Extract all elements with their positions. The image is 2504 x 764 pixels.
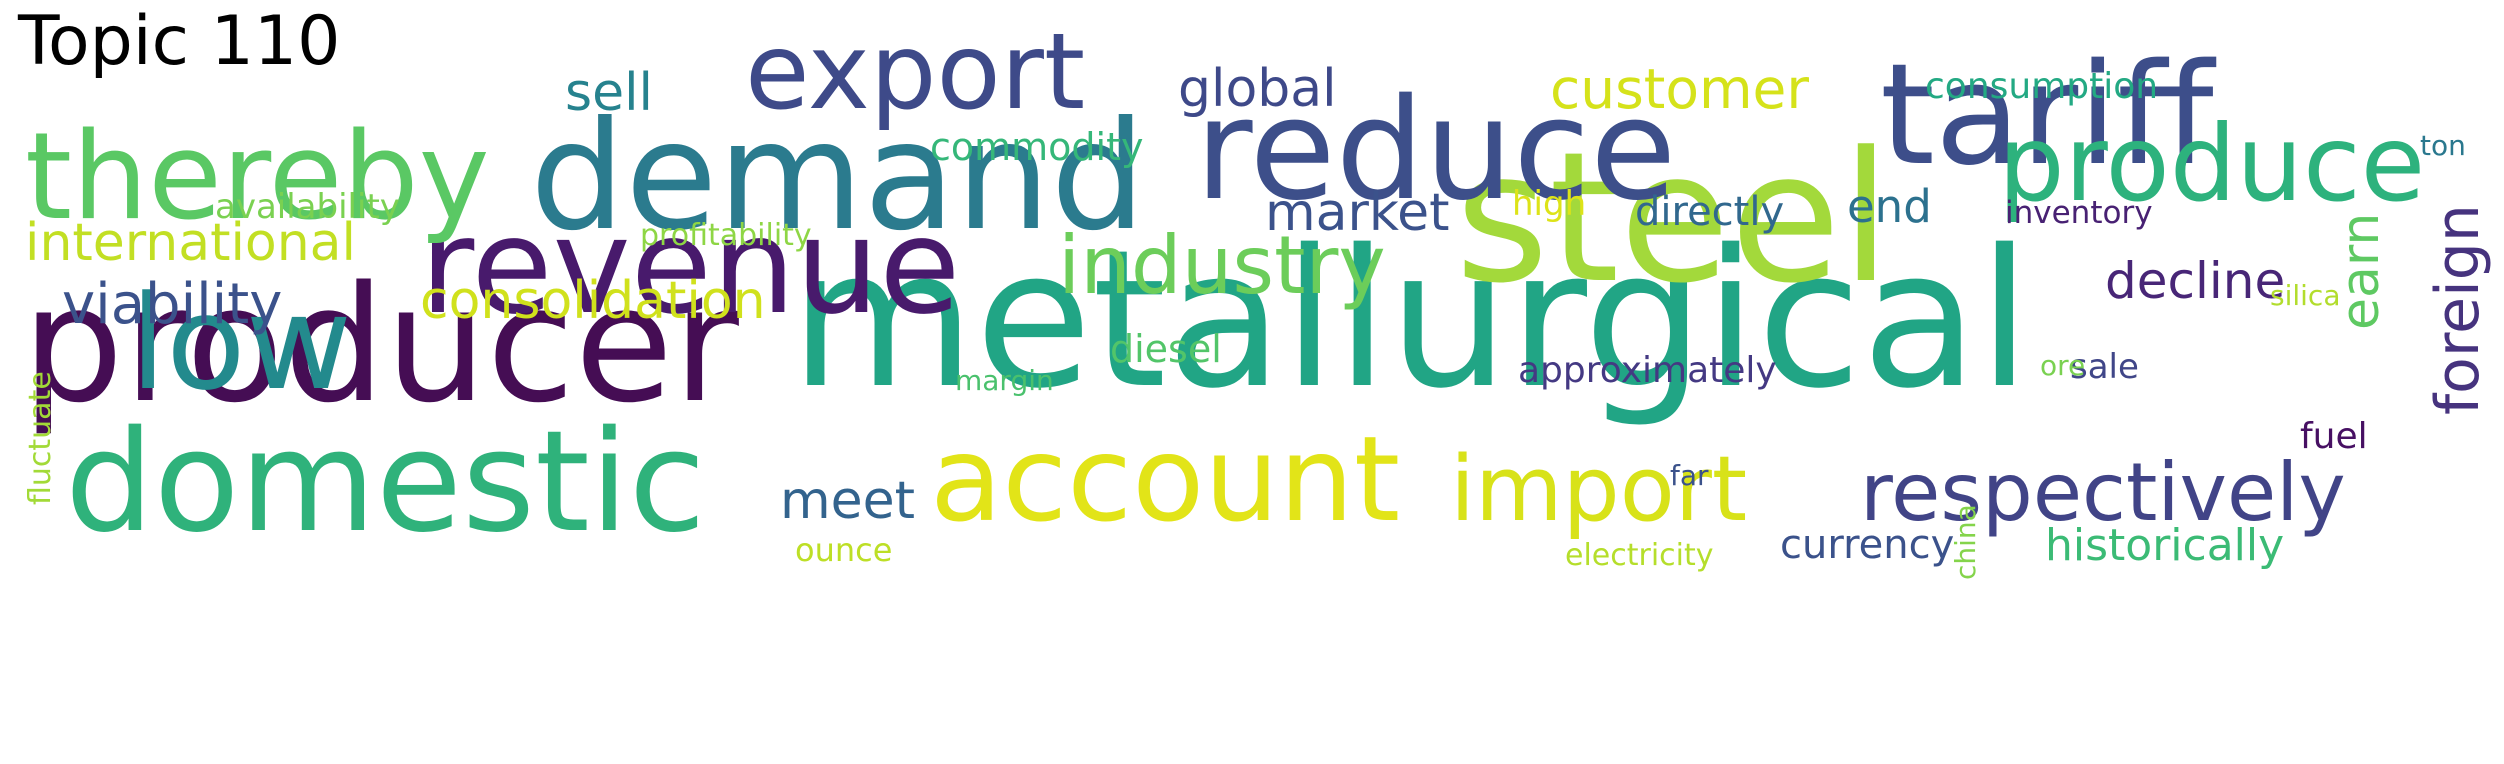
- word-import: import: [1450, 437, 1747, 542]
- word-end: end: [1847, 180, 1932, 233]
- word-tariff: tariff: [1880, 34, 2217, 197]
- word-demand: demand: [530, 90, 1146, 264]
- word-profitability: profitability: [640, 218, 812, 253]
- word-viability: viability: [62, 272, 282, 337]
- word-china: china: [1949, 504, 1982, 580]
- word-international: international: [25, 213, 356, 273]
- word-sale: sale: [2070, 347, 2139, 387]
- word-ton: ton: [2420, 129, 2466, 162]
- word-availability: availability: [215, 187, 400, 227]
- word-consolidation: consolidation: [420, 271, 766, 331]
- word-approximately: approximately: [1518, 350, 1777, 391]
- word-global: global: [1178, 59, 1337, 119]
- word-market: market: [1265, 183, 1450, 243]
- word-producer: producer: [22, 251, 739, 438]
- word-far: far: [1670, 459, 1709, 492]
- word-industry: industry: [1058, 219, 1386, 312]
- word-electricity: electricity: [1565, 538, 1714, 573]
- word-low: low: [130, 267, 352, 419]
- word-respectively: respectively: [1860, 446, 2346, 539]
- word-export: export: [745, 11, 1085, 133]
- word-steel: steel: [1455, 114, 1891, 323]
- word-currency: currency: [1780, 522, 1954, 568]
- word-thereby: thereby: [25, 108, 490, 247]
- word-domestic: domestic: [65, 401, 706, 564]
- word-customer: customer: [1550, 57, 1809, 121]
- word-foreign: foreign: [2423, 204, 2493, 415]
- word-consumption: consumption: [1925, 66, 2158, 107]
- word-earn: earn: [2331, 213, 2391, 330]
- word-ore: ore: [2040, 349, 2085, 382]
- word-fuel: fuel: [2300, 416, 2368, 457]
- page-title: Topic 110: [18, 2, 341, 81]
- word-directly: directly: [1635, 189, 1784, 235]
- word-fluctuate: fluctuate: [23, 371, 58, 505]
- word-meet: meet: [780, 471, 915, 531]
- word-historically: historically: [2045, 520, 2284, 571]
- word-sell: sell: [565, 63, 653, 123]
- word-decline: decline: [2105, 252, 2285, 310]
- word-silica: silica: [2270, 279, 2340, 312]
- word-commodity: commodity: [930, 125, 1144, 169]
- word-high: high: [1512, 184, 1586, 224]
- word-metallurgical: metallurgical: [790, 209, 2031, 430]
- word-ounce: ounce: [795, 531, 892, 569]
- word-inventory: inventory: [2005, 195, 2153, 231]
- word-produce: produce: [1998, 103, 2425, 225]
- word-reduce: reduce: [1195, 69, 1676, 232]
- word-revenue: revenue: [420, 190, 960, 344]
- word-diesel: diesel: [1110, 327, 1222, 371]
- word-margin: margin: [955, 364, 1054, 397]
- word-account: account: [930, 410, 1400, 548]
